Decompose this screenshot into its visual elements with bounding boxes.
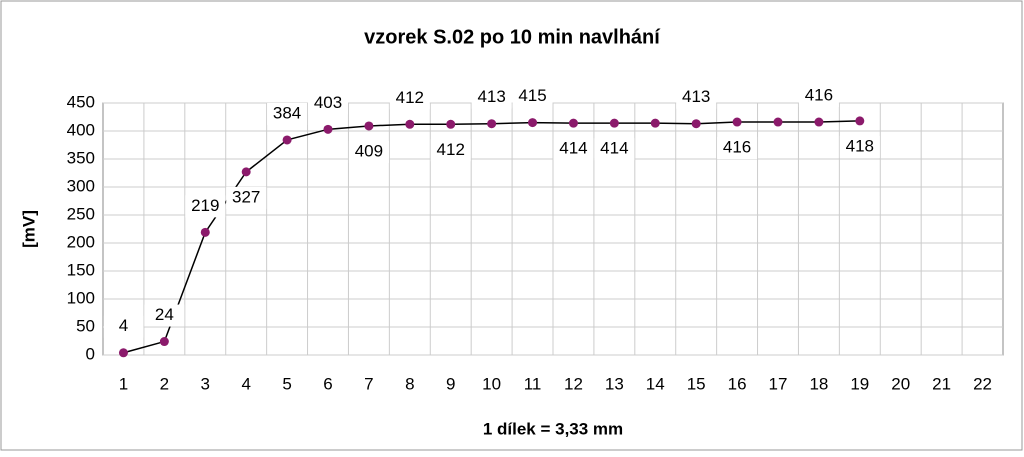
x-tick-label: 10	[482, 374, 501, 393]
data-label: 327	[232, 187, 260, 206]
y-tick-label: 200	[67, 232, 95, 251]
x-tick-label: 6	[323, 374, 332, 393]
x-tick-label: 22	[973, 374, 992, 393]
x-tick-label: 2	[160, 374, 169, 393]
x-tick-label: 17	[769, 374, 788, 393]
label-bg	[144, 304, 185, 327]
label-bg	[348, 140, 389, 163]
data-point	[732, 117, 742, 127]
y-tick-label: 150	[67, 260, 95, 279]
x-tick-label: 5	[282, 374, 291, 393]
data-point	[282, 135, 292, 145]
y-tick-label: 350	[67, 148, 95, 167]
x-tick-label: 21	[932, 374, 951, 393]
y-tick-label: 450	[67, 92, 95, 111]
data-point	[405, 119, 415, 129]
x-tick-label: 18	[809, 374, 828, 393]
x-tick-label: 20	[891, 374, 910, 393]
data-point	[118, 348, 128, 358]
x-axis-label: 1 dílek = 3,33 mm	[483, 419, 623, 438]
label-bg	[308, 92, 348, 115]
x-tick-label: 7	[364, 374, 373, 393]
y-tick-label: 400	[67, 120, 95, 139]
label-bg	[430, 139, 471, 162]
x-tick-label: 14	[646, 374, 665, 393]
data-label: 413	[682, 87, 710, 106]
label-bg	[103, 315, 144, 338]
label-bg	[267, 102, 308, 125]
data-label: 414	[559, 139, 587, 158]
data-point	[241, 167, 251, 177]
x-tick-label: 19	[850, 374, 869, 393]
data-point	[691, 119, 701, 129]
data-point	[159, 337, 169, 347]
data-point	[855, 116, 865, 126]
data-label: 384	[273, 103, 301, 122]
y-axis-label: [mV]	[19, 210, 38, 248]
x-tick-label: 11	[524, 374, 542, 393]
chart-title: vzorek S.02 po 10 min navlhání	[364, 26, 661, 48]
label-bg	[798, 85, 839, 108]
label-bg	[717, 137, 758, 160]
x-tick-label: 9	[446, 374, 455, 393]
label-bg	[471, 86, 512, 109]
y-tick-label: 50	[76, 316, 95, 335]
x-tick-label: 1	[119, 374, 128, 393]
label-bg	[185, 195, 226, 218]
y-tick-label: 300	[67, 176, 95, 195]
data-label: 412	[437, 140, 465, 159]
data-point	[364, 121, 374, 131]
data-label: 414	[600, 139, 628, 158]
label-bg	[594, 138, 635, 161]
label-bg	[553, 138, 594, 161]
label-bg	[512, 85, 553, 108]
data-point	[568, 118, 578, 128]
x-tick-label: 13	[605, 374, 624, 393]
data-point	[323, 124, 333, 134]
x-tick-label: 12	[564, 374, 583, 393]
label-bg	[676, 86, 717, 109]
data-label: 403	[314, 93, 342, 112]
y-tick-label: 250	[67, 204, 95, 223]
data-label: 412	[396, 88, 424, 107]
label-bg	[839, 135, 880, 158]
data-point	[528, 118, 538, 128]
x-tick-label: 3	[201, 374, 210, 393]
data-label: 409	[355, 141, 383, 160]
data-label: 415	[518, 86, 546, 105]
data-label: 416	[805, 86, 833, 105]
data-point	[814, 117, 824, 127]
data-point	[773, 117, 783, 127]
data-label: 24	[155, 305, 174, 324]
x-tick-label: 4	[241, 374, 250, 393]
data-label: 413	[477, 87, 505, 106]
label-bg	[389, 87, 430, 110]
data-label: 219	[191, 196, 219, 215]
data-label: 418	[846, 136, 874, 155]
data-point	[487, 119, 497, 129]
data-point	[650, 118, 660, 128]
data-label: 4	[119, 316, 128, 335]
y-tick-label: 0	[86, 344, 95, 363]
x-tick-label: 16	[728, 374, 747, 393]
data-point	[446, 119, 456, 129]
x-tick-label: 8	[405, 374, 414, 393]
data-point	[200, 227, 210, 237]
label-bg	[226, 186, 267, 209]
data-label: 416	[723, 138, 751, 157]
x-tick-label: 15	[687, 374, 706, 393]
y-tick-label: 100	[67, 288, 95, 307]
data-point	[609, 118, 619, 128]
